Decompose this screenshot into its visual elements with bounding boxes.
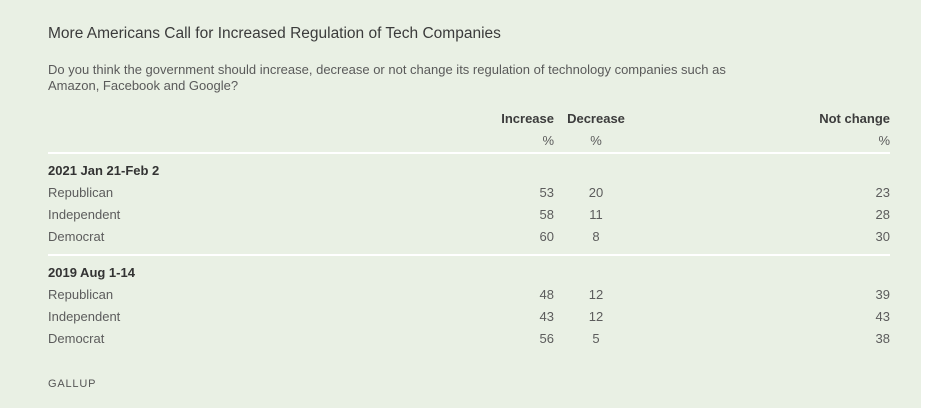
table-row: Democrat 60 8 30	[48, 226, 890, 248]
value-increase: 58	[539, 207, 554, 222]
group-row: 2019 Aug 1-14	[48, 262, 890, 284]
unit-blank	[48, 130, 298, 153]
row-label: Independent	[48, 309, 121, 324]
value-not-change: 28	[875, 207, 890, 222]
value-decrease: 12	[588, 309, 604, 324]
value-not-change: 39	[875, 287, 890, 302]
header-blank	[48, 108, 298, 130]
group-label: 2019 Aug 1-14	[48, 265, 135, 280]
row-label: Independent	[48, 207, 121, 222]
data-table: Increase Decrease Not change % % % 2021 …	[48, 108, 890, 350]
value-not-change: 43	[875, 309, 890, 324]
value-not-change: 38	[875, 331, 890, 346]
unit-row: % % %	[48, 130, 890, 153]
value-increase: 43	[539, 309, 554, 324]
column-header-decrease: Decrease	[567, 111, 625, 126]
row-label: Republican	[48, 287, 114, 302]
table-row: Democrat 56 5 38	[48, 328, 890, 350]
source-label: GALLUP	[48, 378, 97, 390]
header-row: Increase Decrease Not change	[48, 108, 890, 130]
value-decrease: 12	[588, 287, 604, 302]
table-row: Independent 43 12 43	[48, 306, 890, 328]
row-label: Republican	[48, 185, 114, 200]
group-label: 2021 Jan 21-Feb 2	[48, 163, 160, 178]
value-not-change: 30	[875, 229, 890, 244]
row-label: Democrat	[48, 331, 105, 346]
value-decrease: 8	[592, 229, 600, 244]
table-row: Republican 53 20 23	[48, 182, 890, 204]
column-header-increase: Increase	[501, 111, 554, 126]
unit-label: %	[590, 133, 602, 148]
value-not-change: 23	[875, 185, 890, 200]
value-increase: 53	[539, 185, 554, 200]
value-increase: 60	[539, 229, 554, 244]
value-increase: 56	[539, 331, 554, 346]
group-spacer	[48, 248, 890, 255]
group-row: 2021 Jan 21-Feb 2	[48, 160, 890, 182]
unit-label: %	[878, 133, 890, 148]
spacer-cell	[48, 248, 890, 255]
value-decrease: 5	[592, 331, 600, 346]
value-decrease: 20	[588, 185, 604, 200]
column-header-not-change: Not change	[819, 111, 890, 126]
row-label: Democrat	[48, 229, 105, 244]
value-increase: 48	[539, 287, 554, 302]
table-row: Republican 48 12 39	[48, 284, 890, 306]
value-decrease: 11	[589, 207, 603, 222]
chart-subtitle: Do you think the government should incre…	[48, 62, 726, 93]
table-body: 2021 Jan 21-Feb 2 Republican 53 20 23 Indepen…	[48, 152, 890, 350]
chart-title: More Americans Call for Increased Regula…	[48, 25, 501, 42]
unit-label: %	[542, 133, 554, 148]
table-row: Independent 58 11 28	[48, 204, 890, 226]
